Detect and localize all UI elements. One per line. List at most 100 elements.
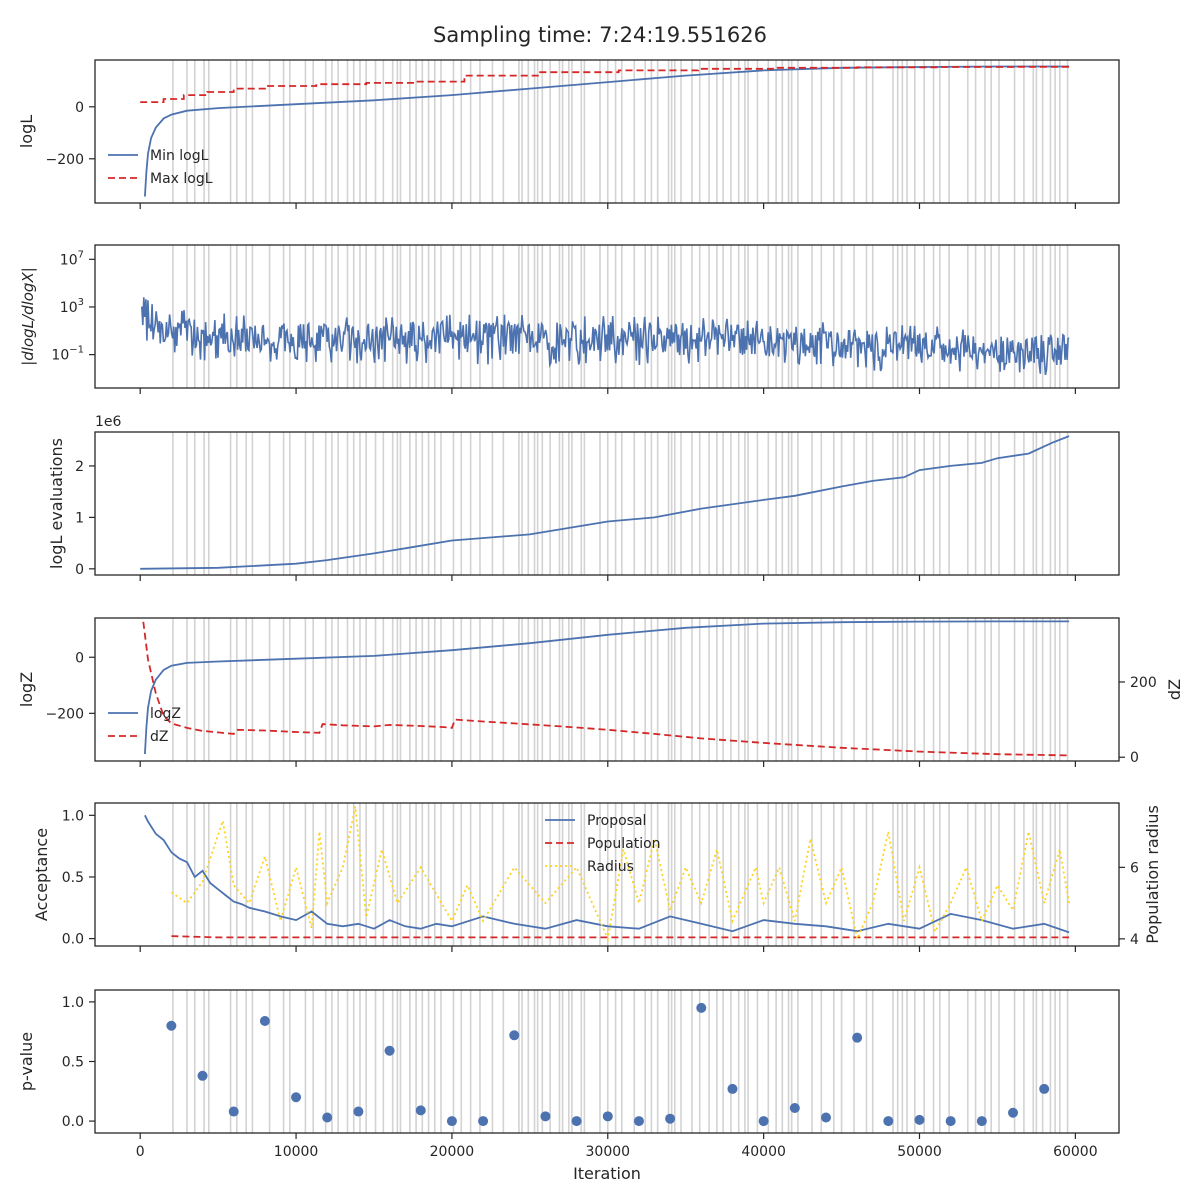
proposal-series — [144, 814, 1070, 934]
y-tick-label: 103 — [60, 297, 84, 316]
y-tick-label: 0.5 — [62, 870, 84, 886]
series-group — [140, 65, 1070, 197]
legend-label: dZ — [150, 729, 168, 745]
series-group — [140, 435, 1070, 570]
legend-label: Population — [587, 836, 661, 852]
x-tick-label: 0 — [136, 1144, 145, 1160]
pvalue-point — [852, 1032, 863, 1043]
y2-tick-label: 6 — [1130, 860, 1139, 876]
pvalue-point — [571, 1116, 582, 1127]
axes-frame — [94, 59, 1120, 204]
pvalue-point — [633, 1116, 644, 1127]
y-tick-label: −200 — [46, 706, 84, 722]
pvalue-point — [197, 1070, 208, 1081]
panel-pvalue: 0 10000 20000 30000 40000 50000 60000 0.0 0.5 1.0… — [17, 989, 1120, 1160]
pvalue-point — [976, 1116, 987, 1127]
pvalue-point — [291, 1092, 302, 1103]
y-tick-label: 0.5 — [62, 1055, 84, 1071]
legend-label: Max logL — [150, 171, 213, 187]
legend-label: Min logL — [150, 148, 209, 164]
y2-tick-label: 0 — [1130, 750, 1139, 766]
pvalue-point — [478, 1116, 489, 1127]
iteration-markers — [172, 990, 1069, 1133]
axes-frame — [94, 617, 1120, 762]
y-axis-label: |dlogL/dlogX| — [19, 267, 37, 366]
pvalue-point — [509, 1030, 520, 1041]
legend-label: Radius — [587, 859, 634, 875]
pvalue-point — [602, 1111, 613, 1122]
x-axis-label: Iteration — [573, 1164, 641, 1183]
dz-series — [142, 621, 1070, 757]
figure-title: Sampling time: 7:24:19.551626 — [433, 23, 767, 47]
y-axis-label: p-value — [17, 1032, 36, 1091]
pvalue-point — [166, 1020, 177, 1031]
x-tick-label: 10000 — [274, 1144, 319, 1160]
y-axis-label: Acceptance — [32, 828, 51, 921]
axes-frame — [94, 431, 1120, 576]
pvalue-point — [1039, 1083, 1050, 1094]
max-logl-series — [140, 65, 1070, 103]
pvalue-point — [540, 1111, 551, 1122]
panel-logZ: 0 −200 logZ 200 0 dZ logZ dZ — [17, 617, 1184, 767]
y2-axis-label: Population radius — [1143, 805, 1162, 944]
y-tick-label: 1.0 — [62, 995, 84, 1011]
x-tick-label: 50000 — [897, 1144, 942, 1160]
y-tick-label: 0 — [75, 650, 84, 666]
pvalue-point — [945, 1116, 956, 1127]
evals-series — [140, 435, 1070, 570]
pvalue-point — [665, 1113, 676, 1124]
population-series — [171, 935, 1070, 939]
dlogL-series — [141, 297, 1070, 376]
pvalue-point — [322, 1112, 333, 1123]
panel-dlogL: 107 103 10−1 |dlogL/dlogX| — [19, 244, 1120, 394]
panel-evals: 0 1 2 logL evaluations 1e6 — [47, 414, 1120, 581]
pvalue-point — [727, 1083, 738, 1094]
y2-axis-label: dZ — [1165, 679, 1184, 700]
y2-tick-label: 4 — [1130, 932, 1139, 948]
panel-logL: 0 −200 logL Min logL Max logL — [17, 59, 1120, 209]
min-logl-series — [144, 65, 1070, 197]
y-axis-label: logZ — [17, 672, 36, 707]
y-tick-label: 10−1 — [51, 345, 84, 364]
y-tick-label: 1 — [75, 510, 84, 526]
pvalue-point — [1008, 1107, 1019, 1118]
x-tick-label: 60000 — [1053, 1144, 1098, 1160]
y-tick-label: −200 — [46, 152, 84, 168]
pvalue-point — [789, 1102, 800, 1113]
legend-label: logZ — [150, 706, 181, 722]
axes-frame — [94, 802, 1120, 947]
pvalue-point — [228, 1106, 239, 1117]
pvalue-point — [353, 1106, 364, 1117]
panel-acceptance: 0.0 0.5 1.0 Acceptance 4 6 Population radius Pr… — [32, 802, 1162, 952]
y-tick-label: 0.0 — [62, 1114, 84, 1130]
pvalue-point — [883, 1116, 894, 1127]
iteration-markers — [172, 618, 1069, 761]
pvalue-point — [820, 1112, 831, 1123]
y2-tick-label: 200 — [1130, 675, 1157, 691]
pvalue-point — [758, 1116, 769, 1127]
legend-label: Proposal — [587, 813, 646, 829]
y-axis-label: logL — [17, 115, 36, 148]
y-tick-label: 107 — [60, 249, 84, 268]
pvalue-point — [446, 1116, 457, 1127]
x-tick-label: 40000 — [741, 1144, 786, 1160]
x-tick-label: 30000 — [586, 1144, 631, 1160]
y-axis-label: logL evaluations — [47, 438, 66, 569]
y-tick-label: 0.0 — [62, 932, 84, 948]
x-tick-label: 20000 — [430, 1144, 475, 1160]
iteration-markers — [172, 432, 1069, 575]
axes-frame — [94, 244, 1120, 389]
axis-offset-label: 1e6 — [95, 414, 122, 430]
series-group — [141, 297, 1070, 376]
series-group — [144, 806, 1070, 943]
iteration-markers — [172, 60, 1069, 203]
pvalue-point — [914, 1114, 925, 1125]
logz-series — [144, 620, 1070, 755]
iteration-markers — [172, 245, 1069, 388]
pvalue-point — [696, 1002, 707, 1013]
y-tick-label: 0 — [75, 100, 84, 116]
y-tick-label: 1.0 — [62, 808, 84, 824]
series-group — [166, 1002, 1050, 1127]
y-tick-label: 0 — [75, 562, 84, 578]
